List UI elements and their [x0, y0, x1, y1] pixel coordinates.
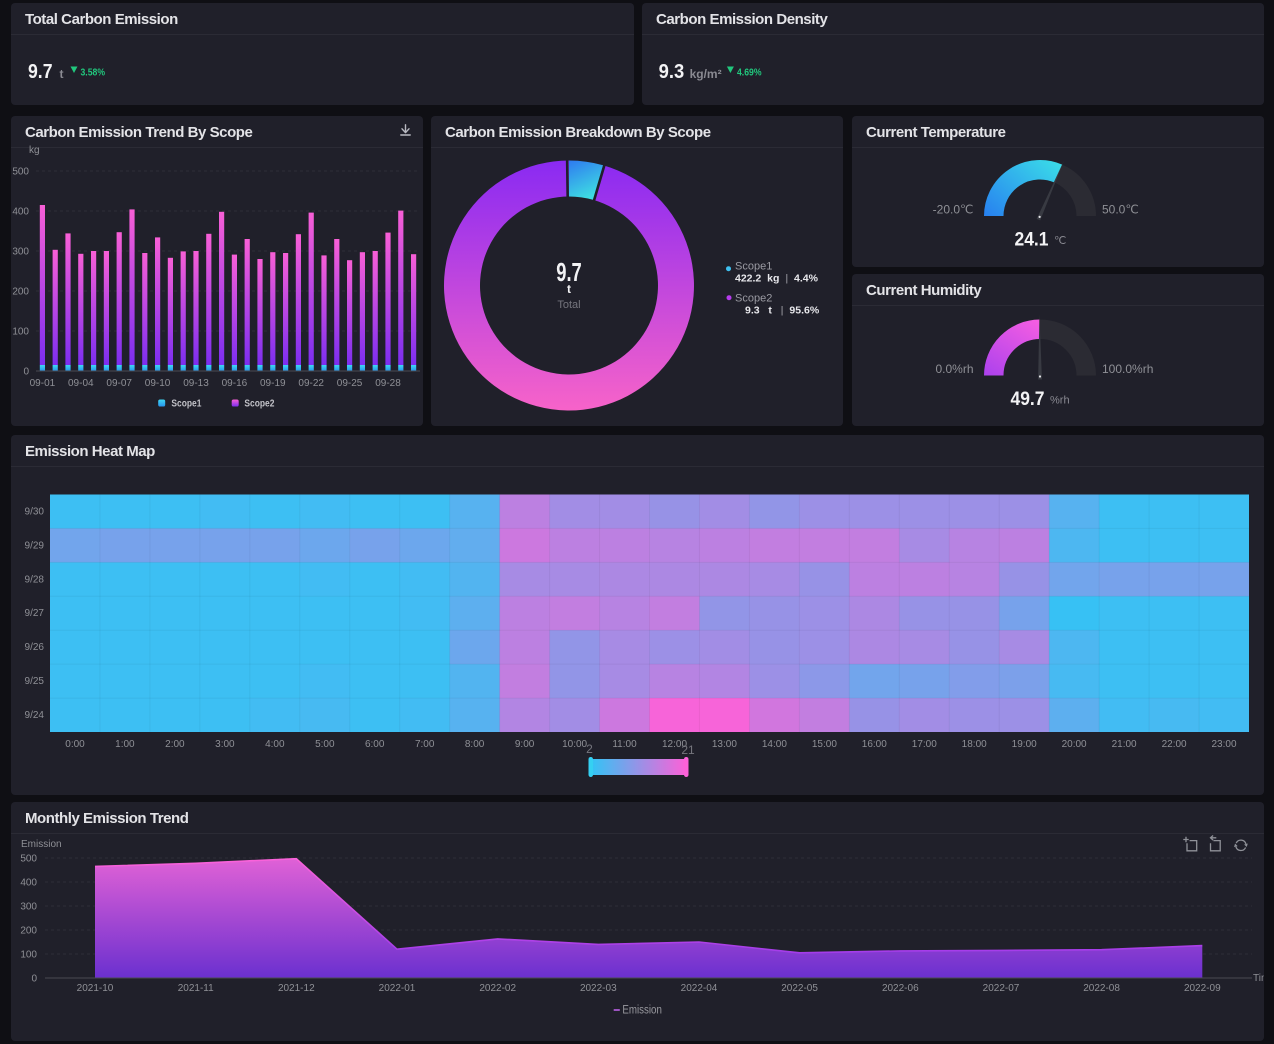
svg-text:Tim: Tim — [1253, 973, 1264, 984]
svg-text:09-16: 09-16 — [222, 378, 248, 389]
svg-text:2022-07: 2022-07 — [983, 983, 1020, 994]
svg-text:100: 100 — [12, 327, 29, 338]
svg-text:1:00: 1:00 — [115, 739, 135, 750]
svg-text:2021-10: 2021-10 — [77, 983, 114, 994]
svg-text:09-25: 09-25 — [337, 378, 363, 389]
svg-text:Scope2: Scope2 — [244, 398, 274, 410]
svg-text:9/28: 9/28 — [25, 574, 45, 585]
svg-text:2: 2 — [586, 742, 593, 756]
svg-text:4:00: 4:00 — [265, 739, 285, 750]
svg-text:Scope1: Scope1 — [171, 398, 201, 410]
svg-text:100: 100 — [20, 950, 37, 961]
svg-text:400: 400 — [12, 207, 29, 218]
svg-text:9.3 t | 95.6%: 9.3 t | 95.6% — [745, 305, 820, 317]
svg-text:09-01: 09-01 — [30, 378, 56, 389]
svg-text:500: 500 — [12, 167, 29, 178]
svg-text:09-22: 09-22 — [298, 378, 324, 389]
svg-text:kg/m²: kg/m² — [690, 67, 722, 81]
svg-text:09-04: 09-04 — [68, 378, 94, 389]
svg-text:9:00: 9:00 — [515, 739, 535, 750]
svg-text:%rh: %rh — [1050, 395, 1070, 407]
svg-text:400: 400 — [20, 878, 37, 889]
svg-text:2022-05: 2022-05 — [781, 983, 818, 994]
svg-text:17:00: 17:00 — [912, 739, 937, 750]
svg-text:4.69%: 4.69% — [737, 68, 762, 79]
svg-text:21: 21 — [681, 743, 695, 757]
svg-text:300: 300 — [20, 902, 37, 913]
svg-text:0: 0 — [23, 367, 29, 378]
svg-text:0:00: 0:00 — [65, 739, 85, 750]
svg-text:09-19: 09-19 — [260, 378, 286, 389]
svg-text:09-13: 09-13 — [183, 378, 209, 389]
svg-text:16:00: 16:00 — [862, 739, 887, 750]
svg-text:℃: ℃ — [1054, 235, 1066, 247]
svg-text:9/29: 9/29 — [25, 540, 45, 551]
svg-text:2022-03: 2022-03 — [580, 983, 617, 994]
svg-text:09-07: 09-07 — [106, 378, 132, 389]
svg-text:8:00: 8:00 — [465, 739, 485, 750]
svg-text:Scope2: Scope2 — [735, 293, 772, 305]
svg-text:21:00: 21:00 — [1112, 739, 1137, 750]
svg-text:24.1: 24.1 — [1015, 229, 1049, 251]
svg-text:50.0℃: 50.0℃ — [1102, 203, 1139, 217]
svg-text:15:00: 15:00 — [812, 739, 837, 750]
svg-text:t: t — [60, 67, 64, 81]
svg-text:11:00: 11:00 — [612, 739, 637, 750]
svg-text:9.3: 9.3 — [659, 61, 685, 83]
svg-text:23:00: 23:00 — [1211, 739, 1236, 750]
svg-text:Emission: Emission — [21, 839, 62, 850]
svg-text:2022-06: 2022-06 — [882, 983, 919, 994]
svg-text:2022-04: 2022-04 — [681, 983, 718, 994]
svg-text:14:00: 14:00 — [762, 739, 787, 750]
svg-text:2:00: 2:00 — [165, 739, 185, 750]
svg-text:7:00: 7:00 — [415, 739, 435, 750]
svg-text:12:00: 12:00 — [662, 739, 687, 750]
svg-text:422.2 kg | 4.4%: 422.2 kg | 4.4% — [735, 273, 819, 285]
svg-text:09-10: 09-10 — [145, 378, 171, 389]
svg-text:Emission: Emission — [622, 1004, 662, 1016]
svg-text:9/27: 9/27 — [25, 608, 45, 619]
svg-text:2022-02: 2022-02 — [479, 983, 516, 994]
svg-text:3:00: 3:00 — [215, 739, 235, 750]
svg-text:9/25: 9/25 — [25, 676, 45, 687]
svg-text:5:00: 5:00 — [315, 739, 335, 750]
svg-text:9/30: 9/30 — [25, 507, 45, 518]
svg-text:19:00: 19:00 — [1012, 739, 1037, 750]
svg-text:20:00: 20:00 — [1062, 739, 1087, 750]
svg-text:6:00: 6:00 — [365, 739, 385, 750]
svg-text:2022-09: 2022-09 — [1184, 983, 1221, 994]
svg-text:0.0%rh: 0.0%rh — [935, 362, 973, 376]
svg-text:Total: Total — [557, 299, 580, 311]
svg-text:9/24: 9/24 — [25, 710, 45, 721]
svg-text:kg: kg — [29, 145, 40, 156]
svg-text:500: 500 — [20, 854, 37, 865]
svg-text:18:00: 18:00 — [962, 739, 987, 750]
svg-text:2021-11: 2021-11 — [178, 983, 214, 994]
svg-text:9.7: 9.7 — [28, 61, 53, 83]
svg-text:Scope1: Scope1 — [735, 261, 772, 273]
svg-text:49.7: 49.7 — [1011, 388, 1045, 410]
svg-text:9/26: 9/26 — [25, 642, 45, 653]
svg-text:2021-12: 2021-12 — [278, 983, 315, 994]
svg-text:-20.0℃: -20.0℃ — [933, 203, 974, 217]
svg-text:0: 0 — [31, 974, 37, 985]
svg-text:09-28: 09-28 — [375, 378, 401, 389]
svg-text:22:00: 22:00 — [1162, 739, 1187, 750]
svg-text:2022-08: 2022-08 — [1083, 983, 1120, 994]
svg-text:13:00: 13:00 — [712, 739, 737, 750]
svg-text:2022-01: 2022-01 — [379, 983, 416, 994]
svg-text:200: 200 — [12, 287, 29, 298]
svg-text:10:00: 10:00 — [562, 739, 587, 750]
svg-text:3.58%: 3.58% — [81, 68, 106, 79]
svg-text:300: 300 — [12, 247, 29, 258]
svg-text:100.0%rh: 100.0%rh — [1102, 362, 1153, 376]
svg-text:t: t — [567, 282, 571, 296]
svg-text:200: 200 — [20, 926, 37, 937]
svg-text:9.7: 9.7 — [556, 257, 582, 287]
